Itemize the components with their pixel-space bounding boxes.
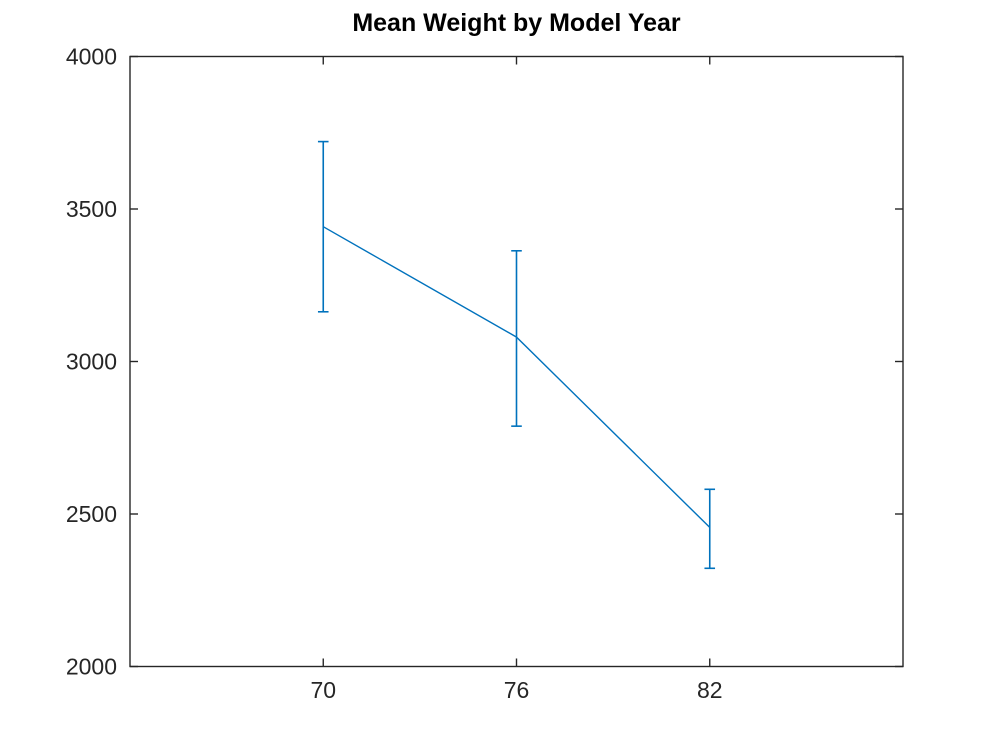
x-tick-label: 70 <box>310 677 336 703</box>
chart-title: Mean Weight by Model Year <box>352 9 681 37</box>
x-tick-label: 76 <box>504 677 530 703</box>
x-tick-label: 82 <box>697 677 723 703</box>
y-tick-label: 3000 <box>66 349 117 375</box>
y-tick-label: 4000 <box>66 44 117 70</box>
y-tick-label: 3500 <box>66 196 117 222</box>
y-tick-label: 2500 <box>66 501 117 527</box>
y-tick-label: 2000 <box>66 654 117 680</box>
